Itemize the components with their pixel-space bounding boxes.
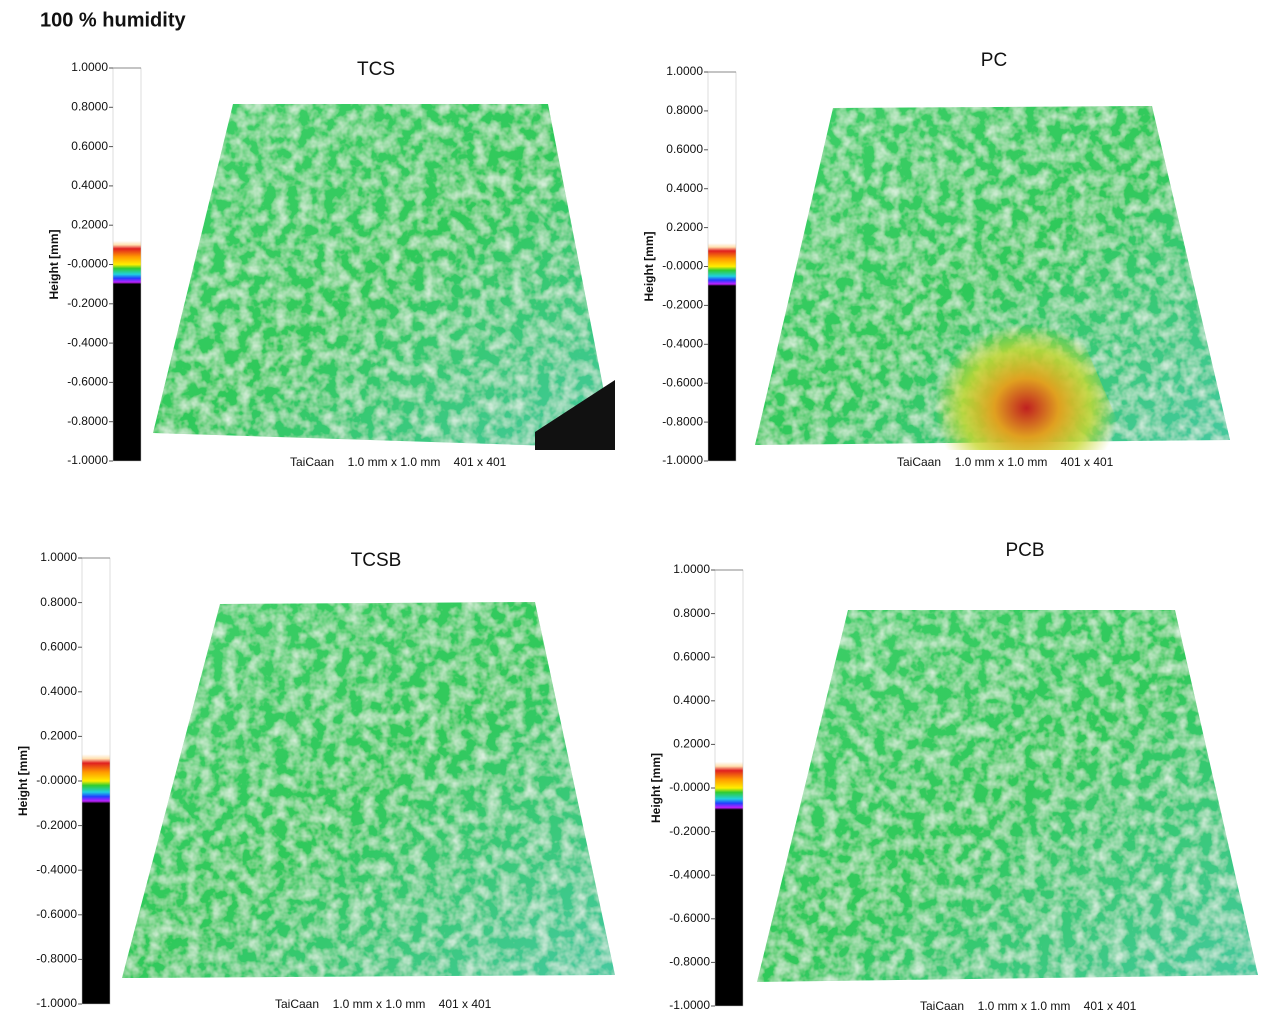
tick-label: -1.0000 [67,453,108,467]
caption: 1.0 mm x 1.0 mm [955,455,1048,469]
caption: TaiCaan [920,999,964,1013]
panel: PC 1.0000 0.8000 0.6000 0.4000 0.2000 -0.0000 -… [642,50,1230,469]
tick-label: 0.4000 [666,181,703,195]
caption: 401 x 401 [454,455,507,469]
colorbar [715,570,743,1006]
colorbar [82,558,110,1004]
tick-label: -0.0000 [67,257,108,271]
caption: 1.0 mm x 1.0 mm [333,997,426,1011]
tick-label: -1.0000 [36,996,77,1010]
tick-label: -0.8000 [662,414,703,428]
surface-image [757,610,1258,982]
panel: TCSB 1.0000 0.8000 0.6000 0.4000 0.2000 -0.000… [16,550,615,1011]
tick-label: 1.0000 [40,550,77,564]
tick-label: 0.6000 [40,639,77,653]
axis-label: Height [mm] [642,232,656,302]
tick-label: 1.0000 [71,60,108,74]
tick-label: -0.2000 [669,824,710,838]
caption: TaiCaan [275,997,319,1011]
caption: 401 x 401 [1084,999,1137,1013]
panel: TCS 1.0000 0.8000 0.6000 0.4000 0.2000 -0.0000… [47,59,615,469]
tick-label: 0.8000 [673,606,710,620]
tick-label: 0.2000 [40,729,77,743]
tick-label: -0.6000 [67,375,108,389]
tick-label: -1.0000 [669,998,710,1012]
caption: 401 x 401 [439,997,492,1011]
axis-label: Height [mm] [47,230,61,300]
tick-label: -0.4000 [662,336,703,350]
tick-label: 0.2000 [71,217,108,231]
tick-label: -0.2000 [662,298,703,312]
tick-label: -0.8000 [669,955,710,969]
tick-label: -0.6000 [662,375,703,389]
tick-label: -0.0000 [662,259,703,273]
tick-label: 0.4000 [673,693,710,707]
tick-label: -1.0000 [662,453,703,467]
tick-label: -0.2000 [67,296,108,310]
tick-label: 0.4000 [71,178,108,192]
surface-image [153,104,615,448]
tick-label: 0.6000 [71,139,108,153]
colorbar [113,68,141,461]
colorbar [708,72,736,461]
tick-label: 0.8000 [666,103,703,117]
tick-label: 0.4000 [40,684,77,698]
tick-label: -0.4000 [67,335,108,349]
tick-label: -0.8000 [67,414,108,428]
tick-label: -0.4000 [669,867,710,881]
panel-title: PC [981,50,1007,71]
tick-label: 0.2000 [673,737,710,751]
figure-title: 100 % humidity [40,9,186,31]
tick-label: -0.0000 [669,780,710,794]
tick-label: -0.6000 [669,911,710,925]
caption: 401 x 401 [1061,455,1114,469]
tick-label: 1.0000 [666,64,703,78]
tick-label: -0.0000 [36,773,77,787]
tick-label: -0.8000 [36,952,77,966]
tick-label: 1.0000 [673,562,710,576]
tick-label: 0.8000 [71,99,108,113]
panel-title: TCS [357,59,395,80]
caption: TaiCaan [290,455,334,469]
surface-image [122,602,615,978]
caption: 1.0 mm x 1.0 mm [348,455,441,469]
axis-label: Height [mm] [16,746,30,816]
tick-label: 0.2000 [666,220,703,234]
tick-label: 0.6000 [673,649,710,663]
tick-label: -0.6000 [36,907,77,921]
tick-label: -0.2000 [36,818,77,832]
panel: PCB 1.0000 0.8000 0.6000 0.4000 0.2000 -0.0000… [649,540,1258,1013]
axis-label: Height [mm] [649,753,663,823]
tick-label: 0.6000 [666,142,703,156]
tick-label: 0.8000 [40,595,77,609]
tick-label: -0.4000 [36,862,77,876]
panel-title: TCSB [351,550,402,571]
panel-title: PCB [1005,540,1044,561]
caption: 1.0 mm x 1.0 mm [978,999,1071,1013]
figure: 100 % humidity TCS 1.0000 0.8000 0.6000 0.40… [0,0,1268,1016]
caption: TaiCaan [897,455,941,469]
